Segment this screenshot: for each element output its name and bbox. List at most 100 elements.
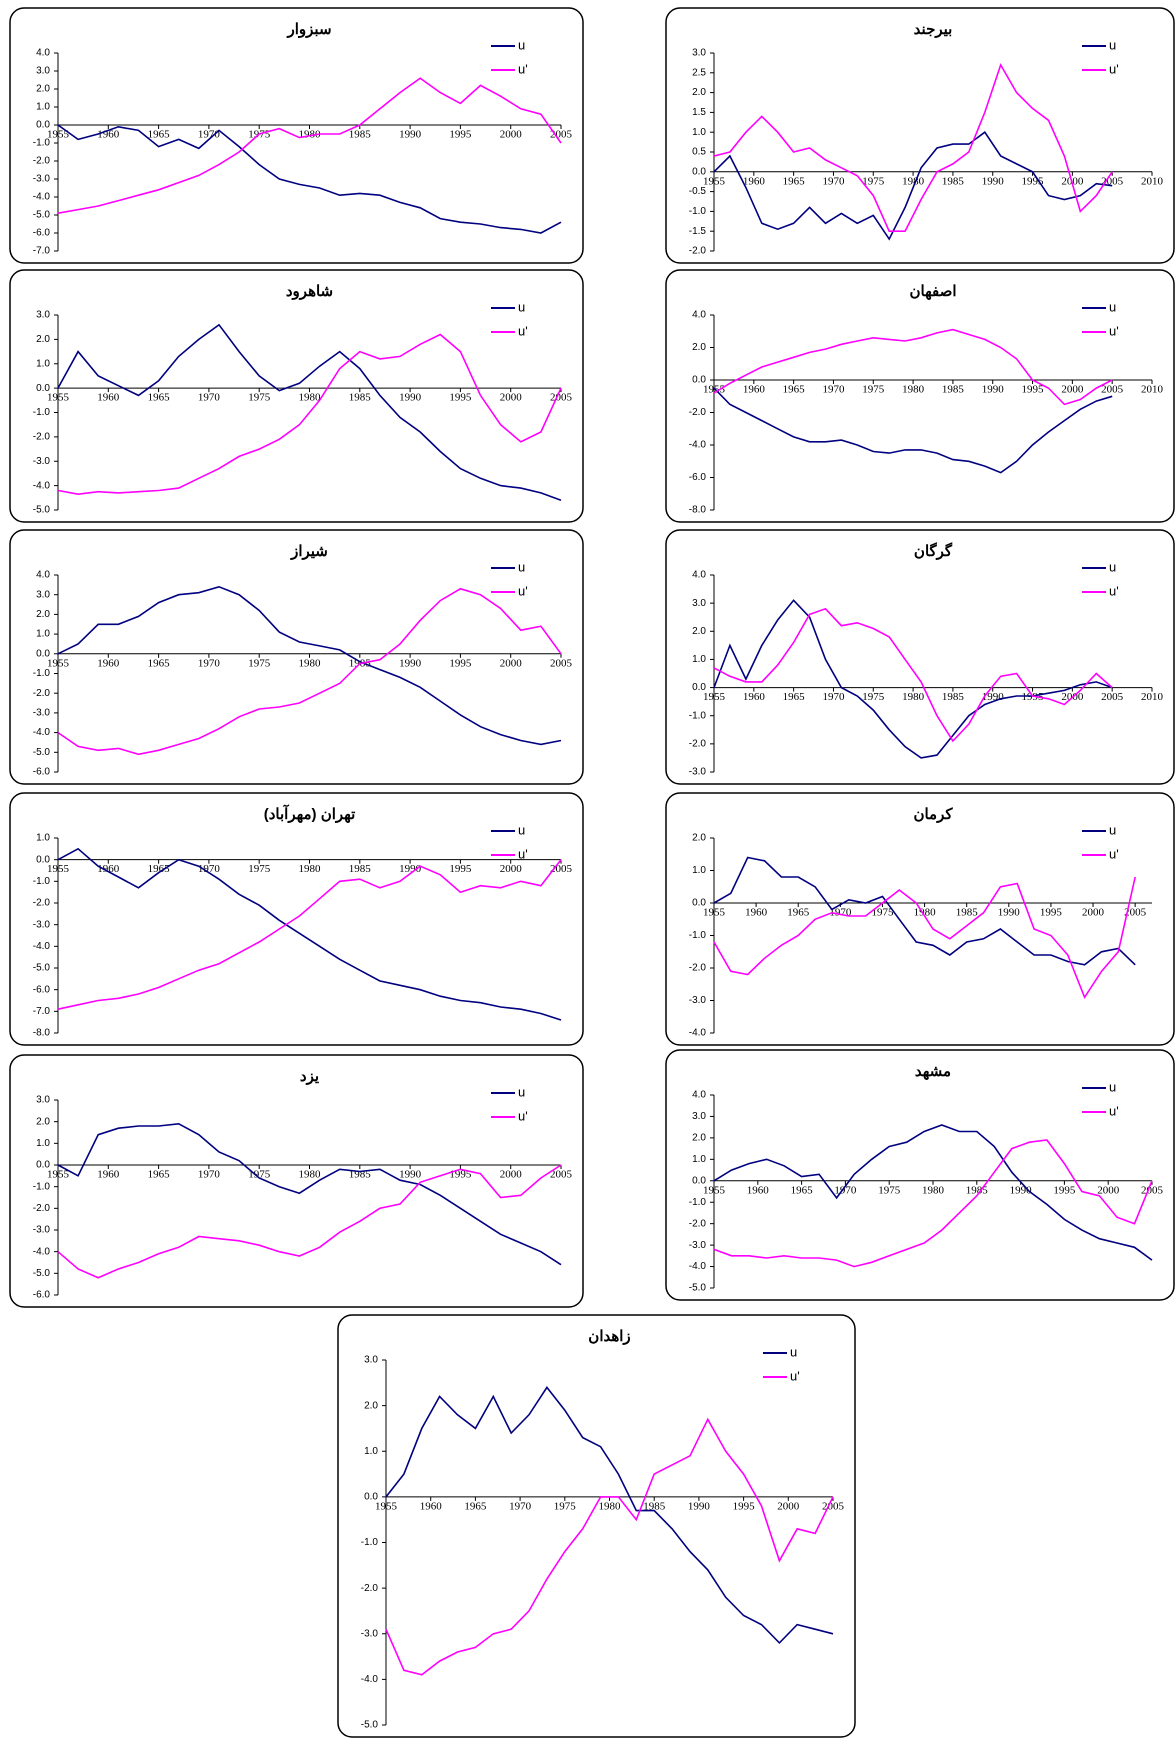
legend-label: u' (1109, 323, 1119, 338)
legend-label: u' (1109, 583, 1119, 598)
legend-label: u' (518, 323, 528, 338)
y-tick-label: -3.0 (689, 995, 707, 1006)
x-tick-label: 1980 (902, 175, 925, 187)
y-tick-label: -2.0 (361, 1583, 379, 1594)
y-tick-label: -2.0 (33, 898, 51, 909)
y-tick-label: -4.0 (689, 1261, 707, 1272)
x-tick-label: 1995 (449, 129, 472, 141)
y-tick-label: 0.0 (36, 383, 50, 394)
x-tick-label: 1975 (554, 1500, 577, 1512)
series-line (713, 856, 1136, 966)
x-tick-label: 1975 (871, 907, 894, 919)
x-tick-label: 2000 (1082, 907, 1105, 919)
x-tick-label: 1955 (375, 1500, 398, 1512)
y-tick-label: -5.0 (361, 1720, 379, 1731)
series-line (713, 131, 1113, 241)
x-tick-label: 2005 (550, 1169, 573, 1181)
y-tick-label: 0.0 (692, 682, 706, 693)
panel-frame (9, 529, 584, 785)
panel-frame (9, 1054, 584, 1308)
x-tick-label: 2005 (550, 392, 573, 404)
legend-label: u' (518, 1108, 528, 1123)
y-tick-label: 2.0 (364, 1400, 378, 1411)
y-tick-label: 4.0 (692, 310, 706, 321)
x-tick-label: 2005 (550, 129, 573, 141)
x-tick-label: 1965 (148, 129, 171, 141)
legend-label: u' (790, 1368, 800, 1383)
chart-title: اصفهان (910, 283, 957, 300)
x-tick-label: 1990 (998, 907, 1021, 919)
x-tick-label: 2010 (1141, 691, 1164, 703)
x-tick-label: 2005 (1124, 907, 1147, 919)
x-tick-label: 2010 (1141, 175, 1164, 187)
legend-label: u (1109, 299, 1116, 314)
y-tick-label: -4.0 (33, 480, 51, 491)
x-tick-label: 1960 (97, 863, 120, 875)
y-tick-label: -4.0 (33, 192, 51, 203)
y-tick-label: 1.0 (692, 865, 706, 876)
x-tick-label: 1970 (198, 1169, 221, 1181)
y-tick-label: 2.0 (692, 1133, 706, 1144)
x-tick-label: 2005 (1101, 691, 1124, 703)
legend-label: u (1109, 37, 1116, 52)
x-tick-label: 2000 (1061, 175, 1084, 187)
x-tick-label: 2005 (1101, 384, 1124, 396)
legend-label: u (1109, 559, 1116, 574)
panel-frame (9, 792, 584, 1046)
series-line (57, 1164, 562, 1279)
y-tick-label: 1.0 (364, 1446, 378, 1457)
y-tick-label: 3.0 (36, 310, 50, 321)
y-tick-label: -1.0 (33, 138, 51, 149)
x-tick-label: 2005 (1141, 1184, 1164, 1196)
x-tick-label: 1970 (822, 175, 845, 187)
y-tick-label: -3.0 (689, 767, 707, 778)
series-line (57, 1122, 562, 1266)
series-line (57, 859, 562, 1010)
y-tick-label: -7.0 (33, 246, 51, 257)
x-tick-label: 1960 (743, 691, 766, 703)
x-tick-label: 1985 (956, 907, 979, 919)
legend-label: u' (518, 846, 528, 861)
y-tick-label: -1.5 (689, 226, 707, 237)
x-tick-label: 1975 (862, 691, 885, 703)
x-tick-label: 1955 (47, 1169, 70, 1181)
x-tick-label: 1960 (747, 1184, 770, 1196)
x-tick-label: 1995 (449, 863, 472, 875)
y-tick-label: 2.5 (692, 67, 706, 78)
x-tick-label: 1980 (299, 863, 322, 875)
x-tick-label: 1980 (599, 1500, 622, 1512)
x-tick-label: 2000 (500, 657, 523, 669)
x-tick-label: 1975 (878, 1184, 901, 1196)
x-tick-label: 2000 (500, 1169, 523, 1181)
series-line (57, 585, 562, 746)
x-tick-label: 1970 (822, 384, 845, 396)
y-tick-label: 2.0 (36, 609, 50, 620)
legend-label: u (1109, 1079, 1116, 1094)
chart-title: زاهدان (588, 1328, 630, 1345)
x-tick-label: 1965 (464, 1500, 487, 1512)
x-tick-label: 1990 (399, 1169, 422, 1181)
y-tick-label: -1.0 (689, 206, 707, 217)
y-tick-label: 3.0 (36, 1095, 50, 1106)
y-tick-label: -6.0 (33, 767, 51, 778)
legend-label: u (1109, 822, 1116, 837)
y-tick-label: 1.5 (692, 107, 706, 118)
panel-frame (337, 1314, 856, 1738)
y-tick-label: -4.0 (361, 1674, 379, 1685)
y-tick-label: -1.0 (689, 710, 707, 721)
y-tick-label: 1.0 (692, 654, 706, 665)
legend-label: u' (1109, 1103, 1119, 1118)
series-line (57, 847, 562, 1021)
chart-title: مشهد (915, 1063, 951, 1080)
x-tick-label: 1965 (148, 1169, 171, 1181)
y-tick-label: 4.0 (36, 48, 50, 59)
chart-title: شیراز (290, 543, 328, 560)
x-tick-label: 1970 (509, 1500, 532, 1512)
y-tick-label: -2.0 (689, 963, 707, 974)
y-tick-label: -3.0 (33, 174, 51, 185)
y-tick-label: 4.0 (692, 570, 706, 581)
series-line (713, 599, 1113, 759)
y-tick-label: -3.0 (33, 456, 51, 467)
y-tick-label: 1.0 (36, 629, 50, 640)
legend-label: u (518, 299, 525, 314)
